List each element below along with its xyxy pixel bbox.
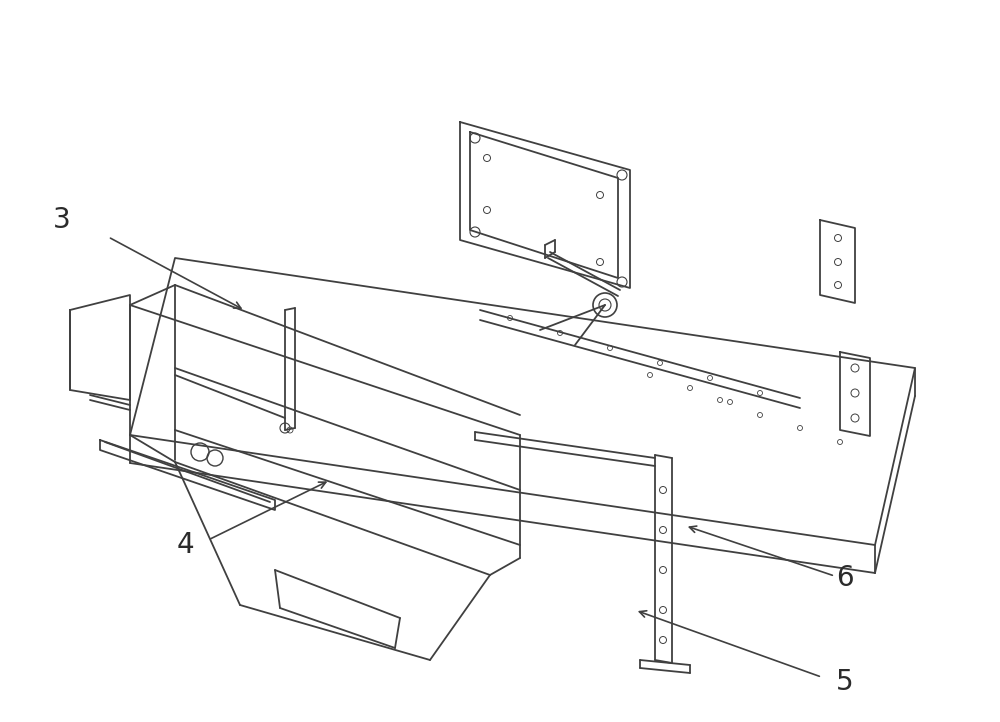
Text: 3: 3 — [53, 206, 71, 234]
Text: 6: 6 — [836, 564, 854, 591]
Text: 4: 4 — [176, 531, 194, 559]
Text: 5: 5 — [836, 669, 854, 696]
